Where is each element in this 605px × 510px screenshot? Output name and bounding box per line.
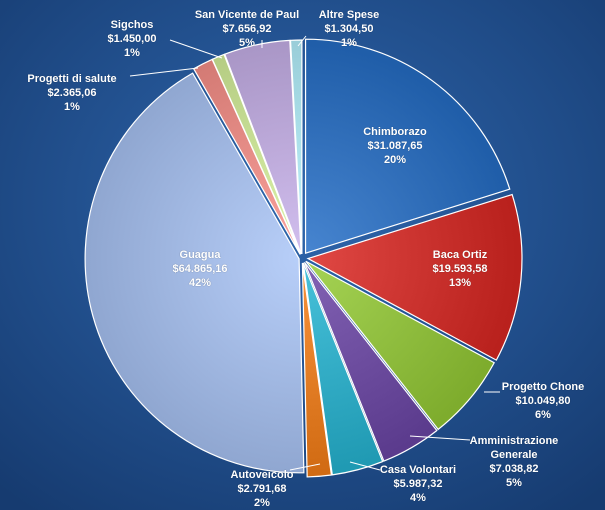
pie-slice-altre-spese (289, 39, 303, 255)
slice-name: Autoveicolo (230, 469, 294, 481)
slice-value: $7.656,92 (222, 23, 272, 35)
slice-percent: 1% (341, 37, 357, 49)
leader-line-casa-volontari (349, 461, 381, 471)
slice-percent: 5% (506, 477, 522, 489)
slice-percent: 4% (410, 492, 426, 504)
slice-value: $5.987,32 (393, 478, 443, 490)
slice-percent: 1% (64, 101, 80, 113)
data-label-casa-volontari: Casa Volontari $5.987,32 4% (380, 463, 456, 505)
slice-name: San Vicente de Paul (194, 9, 300, 21)
slice-percent: 5% (239, 37, 255, 49)
leader-line-sigchos (169, 39, 223, 59)
pie-slice-casa-volontari (302, 262, 384, 476)
slice-name: Altre Spese (318, 9, 380, 21)
slice-name: Progetti di salute (27, 73, 117, 85)
pie-slice-progetto-chone (305, 260, 496, 431)
pie-slice-autoveicolo (301, 262, 333, 478)
slice-value: $10.049,80 (515, 395, 571, 407)
slice-value: $1.450,00 (107, 33, 157, 45)
data-label-baca-ortiz: Baca Ortiz $19.593,58 13% (432, 248, 487, 290)
pie-slice-chimborazo (304, 38, 511, 254)
slice-percent: 1% (124, 47, 140, 59)
leader-line-amministrazione-generale (409, 435, 471, 441)
slice-percent: 13% (448, 277, 472, 289)
slice-name: Casa Volontari (379, 464, 457, 476)
pie-slice-san-vicente-de-paul (223, 39, 302, 255)
data-label-chimborazo: Chimborazo $31.087,65 20% (363, 125, 427, 167)
slice-percent: 6% (535, 409, 551, 421)
slice-name: Sigchos (110, 19, 154, 31)
data-label-altre-spese: Altre Spese $1.304,50 1% (319, 8, 380, 50)
slice-value: $7.038,82 (489, 463, 539, 475)
slice-value: $2.365,06 (47, 87, 97, 99)
slice-name: Progetto Chone (501, 381, 585, 393)
data-label-san-vicente-de-paul: San Vicente de Paul $7.656,92 5% (195, 8, 299, 50)
leader-line-progetti-di-salute (129, 67, 199, 77)
leader-line-autoveicolo (289, 463, 321, 471)
slice-name: Baca Ortiz (432, 249, 488, 261)
data-label-amministrazione-generale: Amministrazione Generale $7.038,82 5% (469, 434, 559, 490)
slice-percent: 20% (383, 154, 407, 166)
pie-slice-guagua (84, 72, 305, 474)
slice-percent: 42% (188, 277, 212, 289)
data-label-progetti-di-salute: Progetti di salute $2.365,06 1% (27, 72, 116, 114)
data-label-sigchos: Sigchos $1.450,00 1% (108, 18, 157, 60)
pie-slice-baca-ortiz (306, 193, 523, 361)
slice-name: Chimborazo (363, 126, 427, 138)
slice-value: $2.791,68 (237, 483, 287, 495)
data-label-autoveicolo: Autoveicolo $2.791,68 2% (231, 468, 294, 510)
slice-percent: 2% (254, 497, 270, 509)
leader-line-altre-spese (297, 35, 307, 47)
data-label-guagua: Guagua $64.865,16 42% (172, 248, 227, 290)
slice-value: $64.865,16 (172, 263, 228, 275)
slice-value: $1.304,50 (324, 23, 374, 35)
slice-name: Guagua (179, 249, 221, 261)
data-label-progetto-chone: Progetto Chone $10.049,80 6% (502, 380, 585, 422)
slice-value: $19.593,58 (432, 263, 488, 275)
slice-value: $31.087,65 (367, 140, 423, 152)
pie-slice-amministrazione-generale (303, 261, 438, 462)
slice-name: Amministrazione Generale (469, 435, 559, 461)
